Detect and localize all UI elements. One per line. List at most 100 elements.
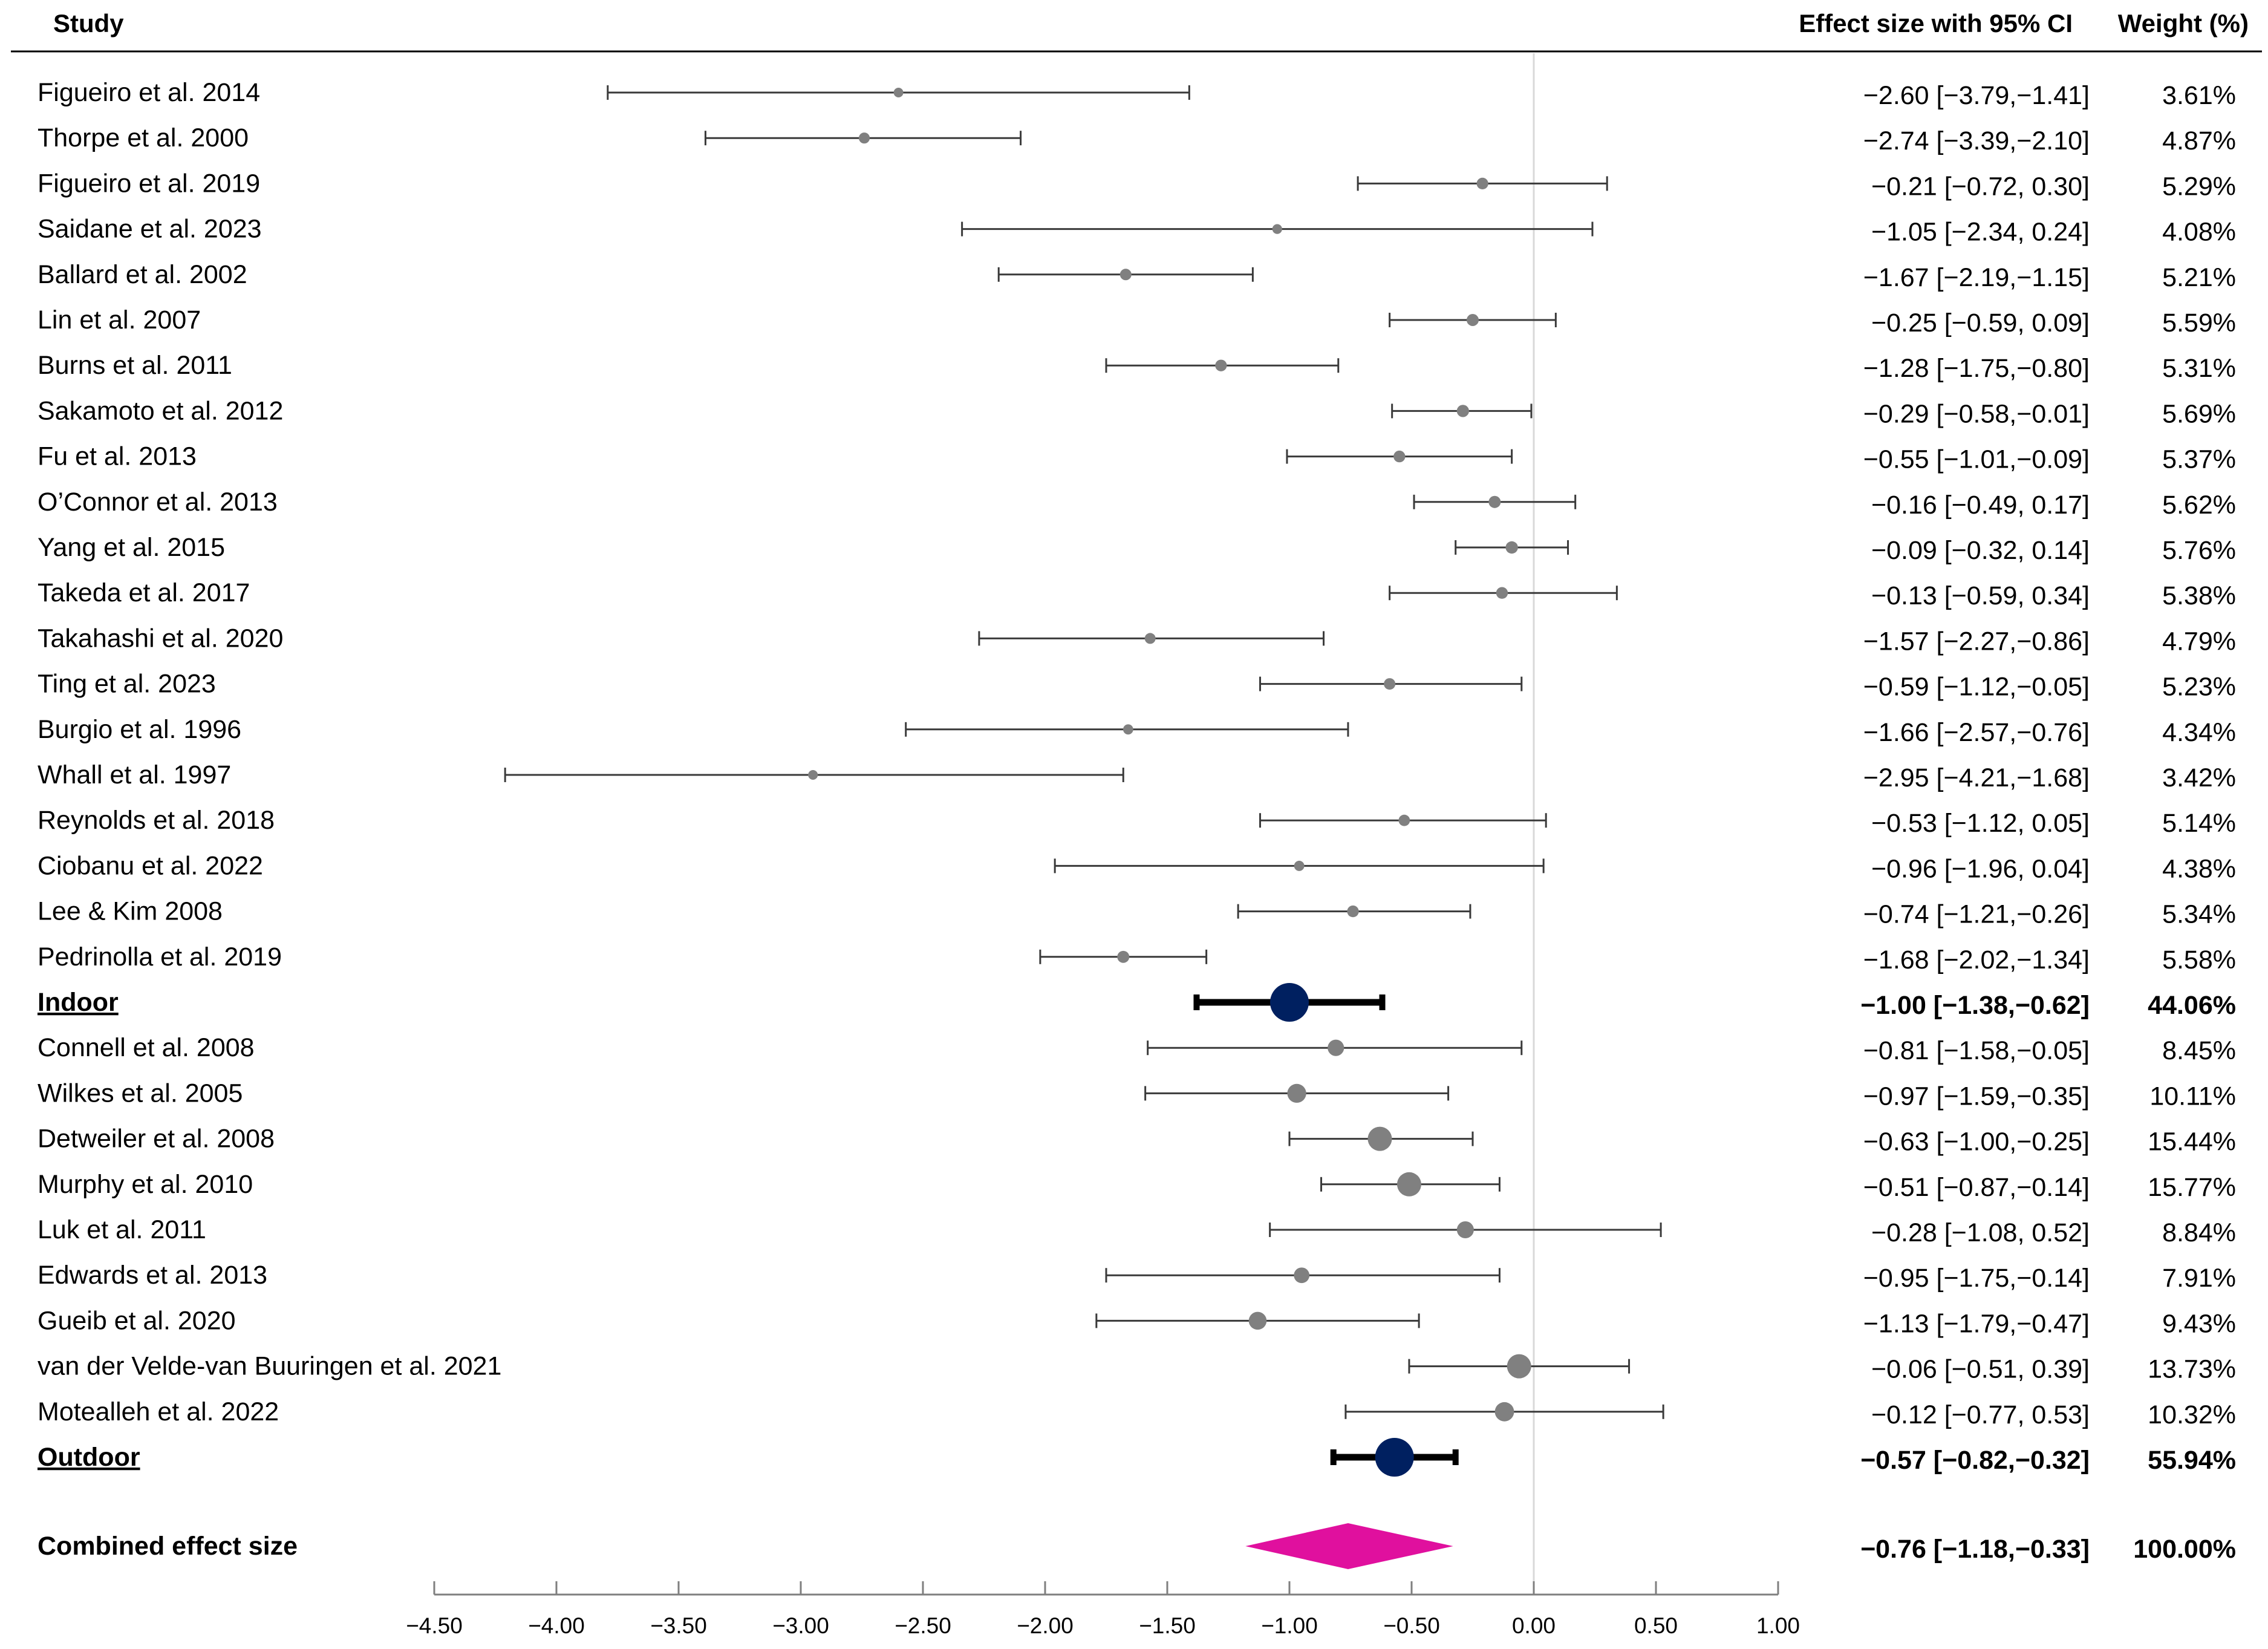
weight-value: 9.43%	[2162, 1309, 2236, 1338]
study-label: O’Connor et al. 2013	[37, 488, 278, 517]
forest-row: Connell et al. 2008 −0.81 [−1.58,−0.05] 8.…	[37, 1033, 2236, 1065]
study-estimate-marker	[1467, 314, 1479, 326]
study-label: Murphy et al. 2010	[37, 1170, 253, 1199]
effect-size-ci: −1.68 [−2.02,−1.34]	[1863, 945, 2090, 975]
forest-row: Gueib et al. 2020 −1.13 [−1.79,−0.47] 9.43…	[37, 1306, 2236, 1338]
study-label: Figueiro et al. 2019	[37, 169, 260, 198]
study-estimate-marker	[1367, 1126, 1392, 1151]
weight-value: 44.06%	[2148, 991, 2236, 1020]
column-headers: Study Effect size with 95% CI Weight (%)	[11, 9, 2262, 53]
study-label: Ciobanu et al. 2022	[37, 851, 263, 880]
weight-value: 3.42%	[2162, 763, 2236, 792]
study-estimate-marker	[1294, 1267, 1310, 1284]
forest-row: van der Velde-van Buuringen et al. 2021 −…	[37, 1352, 2236, 1384]
study-label: Burns et al. 2011	[37, 351, 232, 380]
weight-value: 10.32%	[2148, 1400, 2236, 1429]
effect-size-ci: −2.60 [−3.79,−1.41]	[1863, 81, 2090, 110]
forest-row: Figueiro et al. 2019 −0.21 [−0.72, 0.30] 5…	[37, 169, 2236, 201]
weight-value: 15.44%	[2148, 1128, 2236, 1157]
weight-value: 5.38%	[2162, 581, 2236, 610]
study-estimate-marker	[1328, 1039, 1344, 1056]
forest-row: Motealleh et al. 2022 −0.12 [−0.77, 0.53]…	[37, 1397, 2236, 1429]
study-label: Combined effect size	[37, 1532, 298, 1561]
effect-size-ci: −0.81 [−1.58,−0.05]	[1863, 1036, 2090, 1065]
forest-row: Takahashi et al. 2020 −1.57 [−2.27,−0.86]…	[37, 624, 2236, 656]
forest-row: Thorpe et al. 2000 −2.74 [−3.39,−2.10] 4.8…	[37, 123, 2236, 155]
study-label: Gueib et al. 2020	[37, 1306, 236, 1335]
forest-row: Burgio et al. 1996 −1.66 [−2.57,−0.76] 4.3…	[37, 715, 2236, 747]
effect-size-ci: −1.67 [−2.19,−1.15]	[1863, 263, 2090, 292]
header-effect-size: Effect size with 95% CI	[1799, 9, 2073, 38]
forest-row: Takeda et al. 2017 −0.13 [−0.59, 0.34] 5.3…	[37, 578, 2236, 610]
study-label: Edwards et al. 2013	[37, 1261, 267, 1290]
weight-value: 100.00%	[2133, 1535, 2236, 1564]
study-estimate-marker	[1117, 950, 1130, 963]
effect-size-ci: −0.09 [−0.32, 0.14]	[1871, 536, 2090, 565]
subgroup-estimate-marker	[1270, 983, 1309, 1022]
x-tick-label: 1.00	[1756, 1613, 1800, 1638]
forest-row: Detweiler et al. 2008 −0.63 [−1.00,−0.25]…	[37, 1125, 2236, 1157]
effect-size-ci: −0.55 [−1.01,−0.09]	[1863, 445, 2090, 474]
weight-value: 10.11%	[2149, 1082, 2236, 1111]
effect-size-ci: −0.57 [−0.82,−0.32]	[1860, 1446, 2090, 1475]
forest-row: Burns et al. 2011 −1.28 [−1.75,−0.80] 5.31…	[37, 351, 2236, 383]
x-tick-label: −1.00	[1261, 1613, 1318, 1638]
study-label: Lee & Kim 2008	[37, 897, 223, 926]
study-estimate-marker	[1398, 814, 1410, 826]
forest-row: Whall et al. 1997 −2.95 [−4.21,−1.68] 3.42…	[37, 760, 2236, 792]
weight-value: 8.84%	[2162, 1218, 2236, 1247]
weight-value: 5.62%	[2162, 491, 2236, 520]
study-estimate-marker	[1488, 495, 1501, 508]
study-estimate-marker	[1119, 269, 1132, 281]
study-estimate-marker	[1456, 405, 1469, 417]
weight-value: 5.34%	[2162, 900, 2236, 929]
forest-row: Ciobanu et al. 2022 −0.96 [−1.96, 0.04] 4.…	[37, 851, 2236, 883]
forest-row: Sakamoto et al. 2012 −0.29 [−0.58,−0.01] 5…	[37, 396, 2236, 428]
weight-value: 3.61%	[2162, 81, 2236, 110]
study-estimate-marker	[1287, 1083, 1306, 1103]
effect-size-ci: −2.74 [−3.39,−2.10]	[1863, 126, 2090, 155]
effect-size-ci: −1.05 [−2.34, 0.24]	[1871, 218, 2090, 247]
weight-value: 15.77%	[2148, 1173, 2236, 1202]
study-label: Fu et al. 2013	[37, 442, 197, 471]
effect-size-ci: −0.25 [−0.59, 0.09]	[1871, 309, 2090, 338]
effect-size-ci: −0.63 [−1.00,−0.25]	[1863, 1128, 2090, 1157]
effect-size-ci: −0.96 [−1.96, 0.04]	[1871, 854, 2090, 883]
forest-row: Outdoor −0.57 [−0.82,−0.32] 55.94%	[37, 1438, 2236, 1477]
study-label: Takeda et al. 2017	[37, 578, 250, 607]
study-estimate-marker	[1272, 224, 1282, 234]
weight-value: 4.38%	[2162, 854, 2236, 883]
forest-row: Yang et al. 2015 −0.09 [−0.32, 0.14] 5.76%	[37, 533, 2236, 565]
study-label: Lin et al. 2007	[37, 305, 201, 335]
effect-size-ci: −0.53 [−1.12, 0.05]	[1871, 809, 2090, 838]
weight-value: 5.76%	[2162, 536, 2236, 565]
forest-row: Saidane et al. 2023 −1.05 [−2.34, 0.24] 4.…	[37, 215, 2236, 247]
forest-row: Lin et al. 2007 −0.25 [−0.59, 0.09] 5.59%	[37, 305, 2236, 338]
study-estimate-marker	[1496, 587, 1508, 599]
forest-rows: Figueiro et al. 2014 −2.60 [−3.79,−1.41] 3…	[37, 78, 2236, 1569]
study-label: Wilkes et al. 2005	[37, 1079, 243, 1108]
effect-size-ci: −0.06 [−0.51, 0.39]	[1871, 1355, 2090, 1384]
study-label: Saidane et al. 2023	[37, 215, 262, 244]
effect-size-ci: −2.95 [−4.21,−1.68]	[1863, 763, 2090, 792]
x-tick-label: 0.00	[1512, 1613, 1556, 1638]
study-estimate-marker	[1294, 860, 1305, 871]
x-axis: −4.50 −4.00 −3.50 −3.00 −2.50 −2.00 −1.50 −1.00…	[406, 1581, 1800, 1638]
weight-value: 8.45%	[2162, 1036, 2236, 1065]
study-estimate-marker	[1123, 724, 1133, 735]
x-tick-label: −3.00	[772, 1613, 829, 1638]
x-tick-label: −2.00	[1017, 1613, 1074, 1638]
study-label: Reynolds et al. 2018	[37, 806, 275, 835]
header-study: Study	[53, 9, 124, 38]
weight-value: 7.91%	[2162, 1264, 2236, 1293]
x-tick-label: −2.50	[894, 1613, 951, 1638]
weight-value: 5.21%	[2162, 263, 2236, 292]
study-estimate-marker	[1144, 633, 1156, 644]
study-label: Burgio et al. 1996	[37, 715, 241, 744]
forest-row: O’Connor et al. 2013 −0.16 [−0.49, 0.17] 5…	[37, 488, 2236, 520]
study-label: Figueiro et al. 2014	[37, 78, 260, 107]
effect-size-ci: −0.13 [−0.59, 0.34]	[1871, 581, 2090, 610]
weight-value: 4.87%	[2162, 126, 2236, 155]
forest-row: Indoor −1.00 [−1.38,−0.62] 44.06%	[37, 983, 2236, 1022]
effect-size-ci: −1.57 [−2.27,−0.86]	[1863, 627, 2090, 656]
